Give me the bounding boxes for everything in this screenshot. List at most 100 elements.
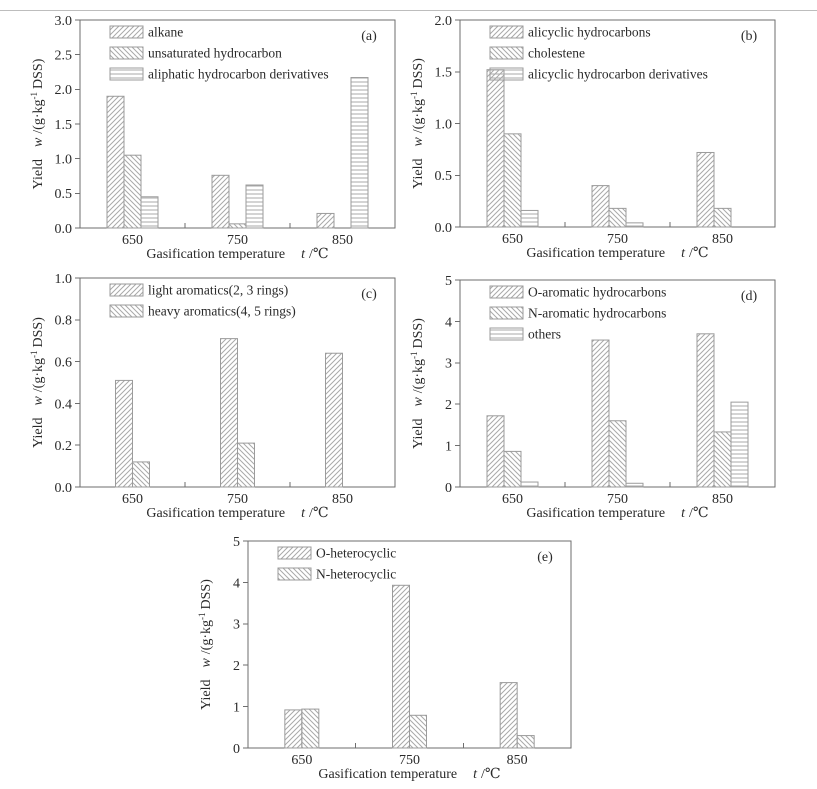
bar [713, 207, 732, 228]
bar [625, 482, 644, 488]
top-rule [0, 10, 817, 11]
legend-label: aliphatic hydrocarbon derivatives [148, 67, 329, 82]
legend-swatch [277, 546, 312, 560]
y-tick-label: 1.5 [55, 118, 73, 133]
bar [228, 223, 247, 229]
y-tick-label: 1.0 [55, 153, 73, 168]
x-tick-label: 750 [607, 232, 628, 247]
legend-label: N-aromatic hydrocarbons [528, 306, 666, 321]
y-tick-label: 4 [445, 315, 452, 330]
chart-c: 0.0 0.2 0.4 0.6 0.8 1.0 650 750 850 light aromati… [0, 260, 408, 522]
y-tick-label: 2.0 [435, 14, 453, 29]
bar [237, 442, 255, 488]
bar [499, 682, 518, 749]
bar [245, 184, 264, 229]
legend-label: O-heterocyclic [316, 546, 396, 561]
legend-swatch [489, 327, 524, 341]
y-tick-label: 3.0 [55, 14, 73, 29]
x-axis-label: Gasification temperature t/℃ [146, 506, 328, 521]
legend-swatch [489, 285, 524, 299]
panel-label: (c) [361, 287, 377, 302]
chart-e: 0 1 2 3 4 5 650 750 850 O-heterocyclic N-heterocyc… [190, 525, 610, 789]
panel-label: (a) [361, 29, 377, 44]
bar [115, 379, 133, 488]
y-tick-label: 0.0 [55, 481, 73, 496]
legend-swatch [489, 306, 524, 320]
y-tick-label: 0.0 [55, 222, 73, 237]
x-tick-label: 850 [712, 492, 733, 507]
bar [123, 154, 142, 229]
bar [211, 174, 230, 229]
bar [409, 714, 427, 749]
y-axis-label: Yieldw/(g·kg-1DSS) [409, 318, 426, 449]
bar [516, 735, 535, 749]
y-tick-label: 0.4 [55, 397, 73, 412]
legend-swatch [109, 46, 144, 60]
x-tick-label: 750 [399, 753, 420, 768]
bar [713, 431, 732, 488]
bar [350, 77, 369, 229]
y-tick-label: 0.6 [55, 356, 73, 371]
panel-label: (e) [537, 550, 553, 565]
bar [608, 207, 627, 228]
y-tick-label: 3 [233, 618, 240, 633]
y-tick-label: 5 [233, 535, 240, 550]
bar [284, 709, 303, 749]
panel-label: (b) [741, 29, 758, 44]
chart-b: 0.0 0.5 1.0 1.5 2.0 650 750 850 alicyclic hydroc… [409, 0, 817, 260]
chart-d: 0 1 2 3 4 5 650 750 850 O-aromatic hydrocarbons N-… [409, 260, 817, 522]
legend-label: light aromatics(2, 3 rings) [148, 283, 288, 298]
x-tick-label: 750 [227, 492, 248, 507]
x-tick-label: 650 [291, 753, 312, 768]
y-tick-label: 1 [233, 701, 240, 716]
x-tick-label: 850 [712, 232, 733, 247]
bar [486, 69, 505, 228]
y-tick-label: 2 [445, 398, 452, 413]
legend-label: alicyclic hydrocarbons [528, 25, 651, 40]
legend-swatch [277, 567, 312, 581]
legend-swatch [489, 67, 524, 81]
legend-swatch [489, 46, 524, 60]
chart-a: 0.0 0.5 1.0 1.5 2.0 2.5 3.0 650 750 850 alkane unsa… [0, 0, 408, 260]
x-tick-label: 750 [227, 233, 248, 248]
bar [132, 461, 150, 488]
legend-label: heavy aromatics(4, 5 rings) [148, 304, 296, 319]
chart-b-canvas: 0.0 0.5 1.0 1.5 2.0 650 750 850 alicyclic hydroc… [409, 14, 776, 260]
y-tick-label: 2.0 [55, 83, 73, 98]
bar [316, 212, 335, 229]
bar [503, 450, 522, 488]
x-tick-label: 650 [122, 233, 143, 248]
x-tick-label: 650 [502, 492, 523, 507]
x-tick-label: 650 [502, 232, 523, 247]
bar [106, 95, 125, 229]
legend-label: cholestene [528, 46, 585, 61]
bar [591, 185, 610, 228]
x-axis-label: Gasification temperature t/℃ [526, 246, 708, 260]
legend-label: O-aromatic hydrocarbons [528, 285, 666, 300]
bar [520, 481, 539, 488]
bar [591, 339, 610, 488]
legend-swatch [109, 67, 144, 81]
y-tick-label: 0 [233, 742, 240, 757]
y-axis-label: Yieldw/(g·kg-1DSS) [197, 579, 214, 710]
y-axis-label: Yieldw/(g·kg-1DSS) [29, 58, 46, 189]
bar [301, 708, 320, 749]
y-tick-label: 5 [445, 274, 452, 289]
y-tick-label: 0.5 [55, 187, 73, 202]
panel-label: (d) [741, 289, 758, 304]
y-tick-label: 4 [233, 576, 240, 591]
x-tick-label: 850 [507, 753, 528, 768]
bar [486, 415, 505, 488]
y-tick-label: 3 [445, 357, 452, 372]
chart-c-canvas: 0.0 0.2 0.4 0.6 0.8 1.0 650 750 850 light aromati… [29, 272, 396, 521]
bar [625, 222, 644, 228]
y-axis-label: Yieldw/(g·kg-1DSS) [409, 58, 426, 189]
y-tick-label: 1.5 [435, 66, 453, 81]
legend-label: others [528, 327, 561, 342]
x-axis-label: Gasification temperature t/℃ [146, 247, 328, 260]
bar [503, 133, 522, 228]
y-tick-label: 1.0 [55, 272, 73, 287]
x-tick-label: 850 [332, 492, 353, 507]
y-tick-label: 0.0 [435, 221, 453, 236]
